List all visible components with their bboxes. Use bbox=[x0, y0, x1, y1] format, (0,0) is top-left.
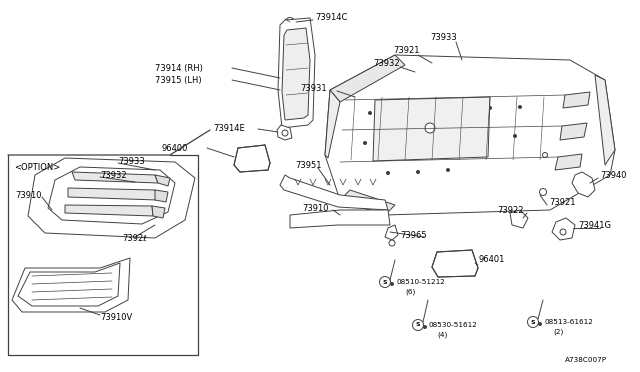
Text: 73914C: 73914C bbox=[315, 13, 348, 22]
Circle shape bbox=[364, 141, 367, 144]
Circle shape bbox=[543, 153, 547, 157]
Text: <OPTION>: <OPTION> bbox=[14, 163, 60, 171]
Polygon shape bbox=[432, 250, 478, 277]
Text: 73914 (RH): 73914 (RH) bbox=[155, 64, 203, 73]
Polygon shape bbox=[277, 125, 292, 140]
Polygon shape bbox=[155, 175, 170, 186]
Polygon shape bbox=[12, 258, 130, 312]
Polygon shape bbox=[330, 55, 405, 102]
Polygon shape bbox=[290, 210, 390, 228]
Polygon shape bbox=[385, 225, 398, 240]
Circle shape bbox=[380, 276, 390, 288]
Text: (4): (4) bbox=[437, 332, 447, 338]
Text: S: S bbox=[416, 323, 420, 327]
Polygon shape bbox=[278, 18, 315, 128]
Text: 73965: 73965 bbox=[400, 231, 427, 240]
Polygon shape bbox=[563, 92, 590, 108]
Text: 73932: 73932 bbox=[100, 170, 127, 180]
Text: 73921: 73921 bbox=[393, 45, 419, 55]
Circle shape bbox=[285, 17, 294, 26]
Text: 73931: 73931 bbox=[300, 83, 326, 93]
Text: S: S bbox=[531, 320, 535, 324]
Circle shape bbox=[282, 130, 288, 136]
Text: 73921: 73921 bbox=[549, 198, 575, 206]
Polygon shape bbox=[280, 175, 388, 210]
Circle shape bbox=[417, 170, 419, 173]
Text: 73914E: 73914E bbox=[213, 124, 244, 132]
Circle shape bbox=[483, 135, 486, 138]
Polygon shape bbox=[48, 167, 175, 224]
Circle shape bbox=[413, 320, 424, 330]
Polygon shape bbox=[28, 158, 195, 238]
Polygon shape bbox=[65, 205, 153, 216]
Text: 73910V: 73910V bbox=[100, 314, 132, 323]
Text: 7392ℓ: 7392ℓ bbox=[122, 234, 147, 243]
Circle shape bbox=[488, 106, 492, 109]
Circle shape bbox=[560, 229, 566, 235]
Text: 08510-51212: 08510-51212 bbox=[397, 279, 446, 285]
Circle shape bbox=[429, 109, 431, 112]
Text: S: S bbox=[383, 279, 387, 285]
Circle shape bbox=[518, 106, 522, 109]
Circle shape bbox=[447, 169, 449, 171]
Circle shape bbox=[527, 317, 538, 327]
Polygon shape bbox=[510, 210, 528, 228]
Polygon shape bbox=[325, 90, 340, 158]
Circle shape bbox=[424, 326, 426, 328]
Polygon shape bbox=[560, 123, 587, 140]
Circle shape bbox=[390, 282, 394, 285]
Text: 73941G: 73941G bbox=[578, 221, 611, 230]
Polygon shape bbox=[155, 190, 168, 202]
Text: 73932: 73932 bbox=[373, 58, 399, 67]
Polygon shape bbox=[373, 97, 490, 161]
Polygon shape bbox=[18, 263, 120, 306]
Text: 73922: 73922 bbox=[497, 205, 524, 215]
Text: (6): (6) bbox=[405, 289, 415, 295]
Polygon shape bbox=[72, 172, 158, 183]
Polygon shape bbox=[572, 172, 595, 197]
Text: 73951: 73951 bbox=[295, 160, 321, 170]
Circle shape bbox=[538, 323, 541, 326]
Circle shape bbox=[513, 135, 516, 138]
Polygon shape bbox=[555, 154, 582, 170]
Polygon shape bbox=[325, 55, 615, 215]
Circle shape bbox=[394, 140, 397, 142]
Circle shape bbox=[458, 108, 461, 110]
Polygon shape bbox=[340, 190, 395, 215]
Text: 73910: 73910 bbox=[302, 203, 328, 212]
Circle shape bbox=[389, 240, 395, 246]
Polygon shape bbox=[595, 75, 615, 165]
Polygon shape bbox=[234, 145, 270, 172]
Text: 08530-51612: 08530-51612 bbox=[429, 322, 478, 328]
Text: 96400: 96400 bbox=[162, 144, 188, 153]
Polygon shape bbox=[552, 218, 575, 240]
Text: 08513-61612: 08513-61612 bbox=[545, 319, 594, 325]
Text: 73940: 73940 bbox=[600, 170, 627, 180]
Text: 73933: 73933 bbox=[430, 32, 457, 42]
Circle shape bbox=[425, 123, 435, 133]
Text: 73910: 73910 bbox=[15, 190, 42, 199]
Text: 73915 (LH): 73915 (LH) bbox=[155, 76, 202, 84]
Circle shape bbox=[424, 138, 426, 141]
Polygon shape bbox=[282, 28, 310, 120]
Text: 73933: 73933 bbox=[118, 157, 145, 166]
Circle shape bbox=[540, 189, 547, 196]
Polygon shape bbox=[152, 206, 165, 218]
Circle shape bbox=[454, 138, 456, 141]
Circle shape bbox=[369, 112, 371, 115]
Text: 96401: 96401 bbox=[479, 256, 506, 264]
Circle shape bbox=[399, 109, 401, 112]
Polygon shape bbox=[68, 188, 157, 200]
Text: (2): (2) bbox=[553, 329, 563, 335]
Circle shape bbox=[387, 171, 390, 174]
Text: A738C007P: A738C007P bbox=[565, 357, 607, 363]
